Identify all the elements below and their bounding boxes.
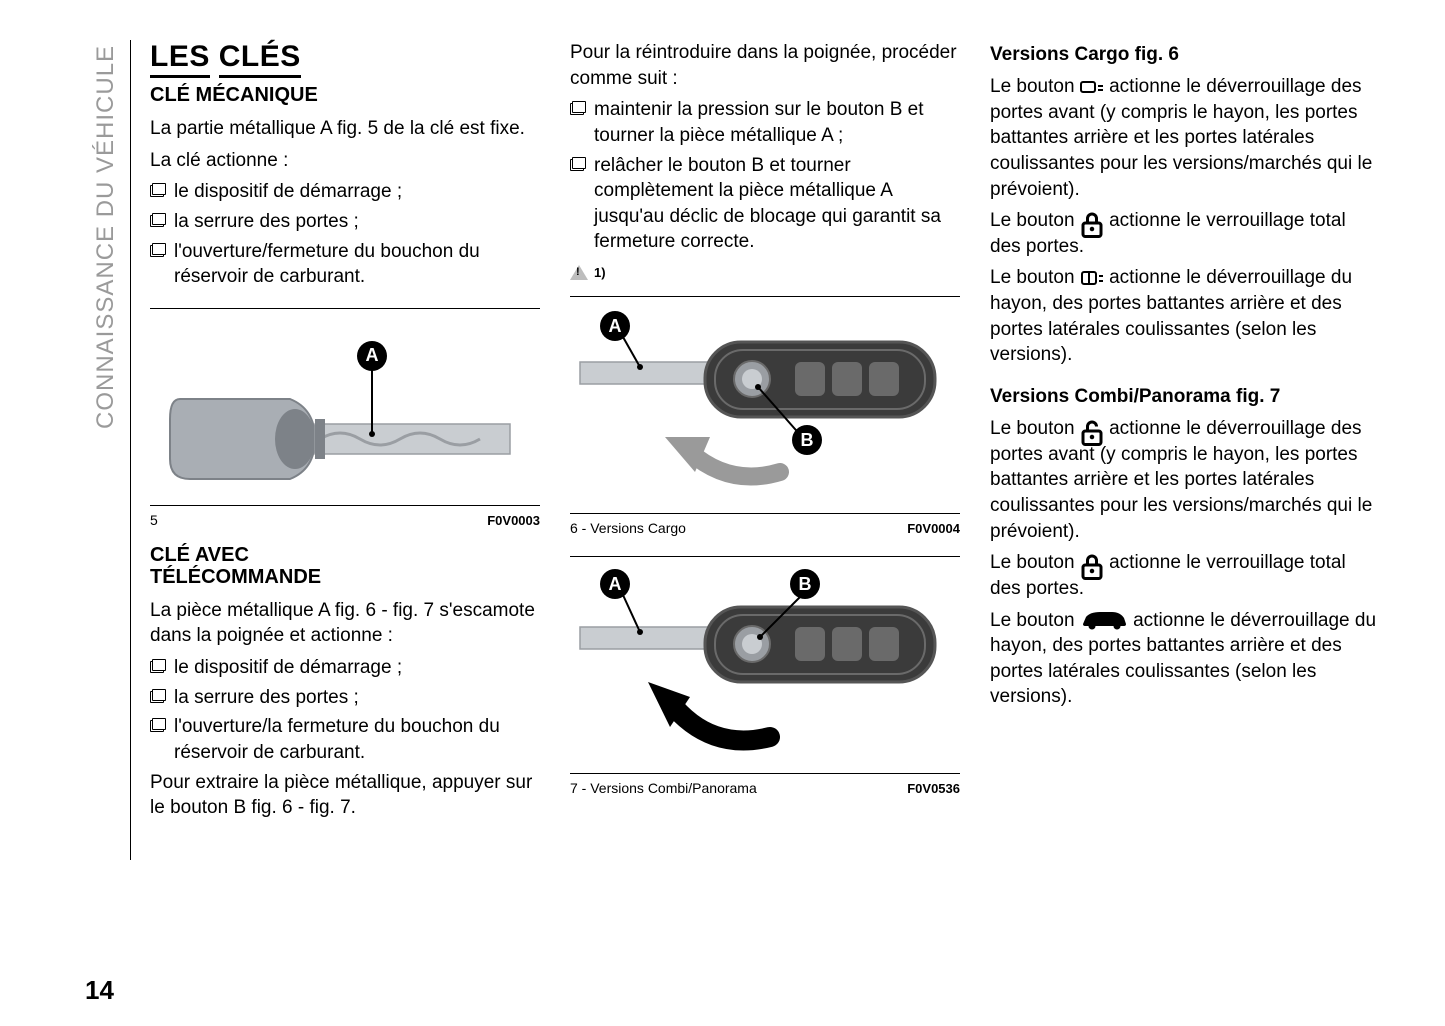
bullet-2: la serrure des portes ; [150,209,540,235]
fig6-bottom-rule [570,513,960,514]
h1-part-b: CLÉS [219,40,301,78]
fig5-code: F0V0003 [487,513,540,528]
lock-icon-2 [1080,553,1104,569]
tailgate-unlock-icon [1080,268,1104,284]
column-3: Versions Cargo fig. 6 Le bouton actionne… [990,40,1380,827]
fig6-caption: 6 - Versions Cargo F0V0004 [570,520,960,536]
lock-icon [1080,211,1104,227]
column-2: Pour la réintroduire dans la poignée, pr… [570,40,960,827]
heading-les-cles: LES CLÉS [150,40,540,78]
fig6-callout-b: B [792,425,822,455]
unlock-doors-icon [1080,77,1104,93]
para-3: La pièce métallique A fig. 6 - fig. 7 s'… [150,598,540,649]
fig7-callout-b: B [790,569,820,599]
heading-cle-telecommande: CLÉ AVEC TÉLÉCOMMANDE [150,544,540,588]
unlock-open-icon [1080,419,1104,435]
vertical-divider [130,40,131,860]
fig6-caption-text: 6 - Versions Cargo [570,520,686,536]
fig5-bottom-rule [150,505,540,506]
page-columns: LES CLÉS CLÉ MÉCANIQUE La partie métalli… [150,40,1390,827]
col3-para-2: Le bouton actionne le verrouillage total… [990,208,1380,259]
bullet-3: l'ouverture/fermeture du bouchon du rése… [150,239,540,290]
col2-bullet-1: maintenir la pression sur le bouton B et… [570,97,960,148]
fig7-bottom-rule [570,773,960,774]
h1-part-a: LES [150,40,210,78]
col3-p3a: Le bouton [990,267,1080,288]
col2-para-1: Pour la réintroduire dans la poignée, pr… [570,40,960,91]
fig5-top-rule [150,308,540,309]
para-1: La partie métallique A fig. 5 de la clé … [150,116,540,142]
warning-triangle-icon [570,265,588,280]
para-4: Pour extraire la pièce métallique, appuy… [150,770,540,821]
fig7-callout-a: A [600,569,630,599]
warning-ref: 1) [594,265,606,280]
col3-p6a: Le bouton [990,610,1080,631]
col3-p2a: Le bouton [990,210,1080,231]
section-side-tab: CONNAISSANCE DU VÉHICULE [85,40,127,480]
para-2: La clé actionne : [150,148,540,174]
figure-7: A B [570,567,960,767]
h2b-line1: CLÉ AVEC [150,544,540,566]
col3-para-1: Le bouton actionne le déverrouillage des… [990,74,1380,202]
heading-versions-combi: Versions Combi/Panorama fig. 7 [990,386,1380,408]
heading-cle-mecanique: CLÉ MÉCANIQUE [150,84,540,106]
fig7-caption: 7 - Versions Combi/Panorama F0V0536 [570,780,960,796]
bullet-6: l'ouverture/la fermeture du bouchon du r… [150,714,540,765]
fig5-caption: 5 F0V0003 [150,512,540,528]
figure-5-svg [150,319,540,499]
fig5-number: 5 [150,512,158,528]
fig7-top-rule [570,556,960,557]
warning-note: 1) [570,265,606,280]
fig6-top-rule [570,296,960,297]
heading-versions-cargo: Versions Cargo fig. 6 [990,44,1380,66]
fig6-callout-a: A [600,311,630,341]
col3-p5a: Le bouton [990,552,1080,573]
bullet-4: le dispositif de démarrage ; [150,655,540,681]
col3-para-5: Le bouton actionne le verrouillage total… [990,550,1380,601]
col3-para-4: Le bouton actionne le déverrouillage des… [990,416,1380,544]
column-1: LES CLÉS CLÉ MÉCANIQUE La partie métalli… [150,40,540,827]
figure-7-svg [570,567,960,767]
page-number: 14 [85,975,114,1006]
col3-p4a: Le bouton [990,418,1080,439]
col3-para-6: Le bouton actionne le déverrouillage du … [990,608,1380,711]
figure-6-svg [570,307,960,507]
car-silhouette-icon [1080,608,1128,630]
fig7-caption-text: 7 - Versions Combi/Panorama [570,780,757,796]
figure-6: A B [570,307,960,507]
col2-bullet-2: relâcher le bouton B et tourner complète… [570,153,960,256]
bullet-1: le dispositif de démarrage ; [150,179,540,205]
figure-5: A [150,319,540,499]
h2b-line2: TÉLÉCOMMANDE [150,566,540,588]
col3-p1a: Le bouton [990,76,1080,97]
fig6-code: F0V0004 [907,521,960,536]
fig7-code: F0V0536 [907,781,960,796]
col3-para-3: Le bouton actionne le déverrouillage du … [990,265,1380,368]
fig5-callout-a: A [357,341,387,371]
bullet-5: la serrure des portes ; [150,685,540,711]
